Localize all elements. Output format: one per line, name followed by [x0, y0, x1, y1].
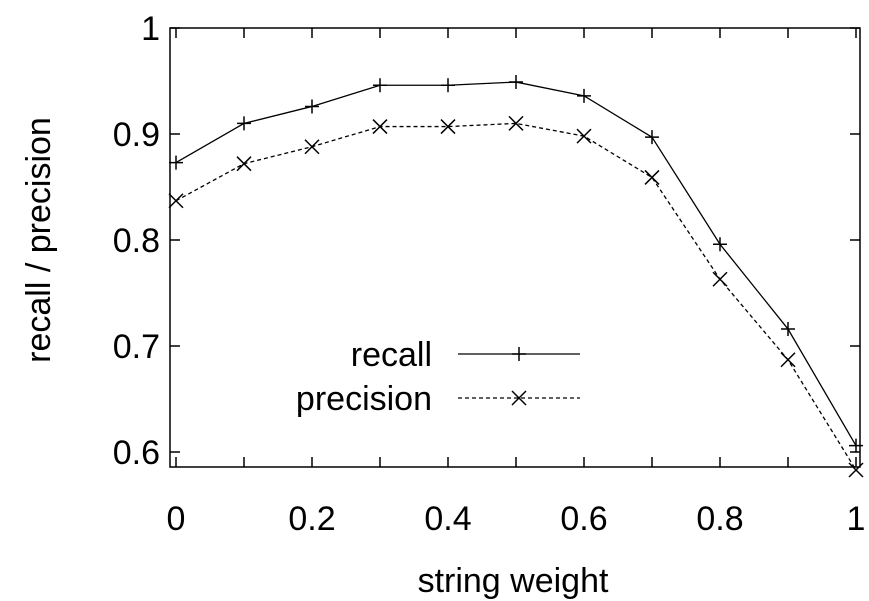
y-tick-label: 0.7 — [113, 328, 160, 366]
legend-label-recall: recall — [351, 336, 432, 374]
y-tick-label: 0.6 — [113, 434, 160, 472]
data-point-recall — [645, 130, 659, 145]
data-point-precision — [372, 119, 388, 135]
data-point-recall — [577, 88, 591, 103]
data-point-precision — [236, 156, 252, 172]
x-tick-label: 0.4 — [424, 500, 471, 538]
y-tick-label: 0.8 — [113, 222, 160, 260]
data-point-precision — [848, 462, 864, 478]
legend-marker-recall — [512, 347, 526, 361]
data-point-precision — [576, 128, 592, 144]
data-point-recall — [781, 322, 795, 337]
data-point-recall — [441, 78, 455, 93]
x-tick-label: 0.6 — [560, 500, 607, 538]
data-point-recall — [509, 75, 523, 90]
legend: recall precision — [296, 336, 580, 418]
data-point-recall — [305, 99, 319, 114]
series-precision — [168, 115, 864, 478]
x-tick-label: 0.2 — [288, 500, 335, 538]
data-point-precision — [508, 115, 524, 131]
data-point-recall — [169, 155, 183, 170]
legend-label-precision: precision — [296, 380, 432, 418]
series-line-recall — [175, 81, 857, 446]
data-point-precision — [304, 139, 320, 155]
data-point-recall — [849, 438, 863, 453]
data-point-precision — [440, 119, 456, 135]
series-line-precision — [175, 122, 857, 471]
data-point-recall — [373, 78, 387, 93]
y-tick-label: 1 — [141, 10, 160, 48]
x-axis-label: string weight — [418, 562, 609, 600]
x-tick-label: 1 — [847, 500, 866, 538]
data-point-recall — [713, 237, 727, 252]
data-point-precision — [168, 193, 184, 209]
y-axis-label: recall / precision — [20, 117, 58, 363]
plot-frame — [169, 27, 861, 468]
data-point-precision — [644, 169, 660, 185]
x-tick-label: 0.8 — [696, 500, 743, 538]
y-tick-label: 0.9 — [113, 116, 160, 154]
data-point-recall — [237, 116, 251, 131]
series-group — [168, 75, 864, 478]
legend-marker-precision — [511, 390, 527, 406]
data-point-precision — [780, 352, 796, 368]
series-recall — [169, 75, 863, 453]
x-tick-label: 0 — [167, 500, 186, 538]
axes: 0.6 0.7 0.8 0.9 1 0 0.2 0.4 0.6 0.8 1 — [113, 10, 866, 538]
data-point-precision — [712, 271, 728, 287]
